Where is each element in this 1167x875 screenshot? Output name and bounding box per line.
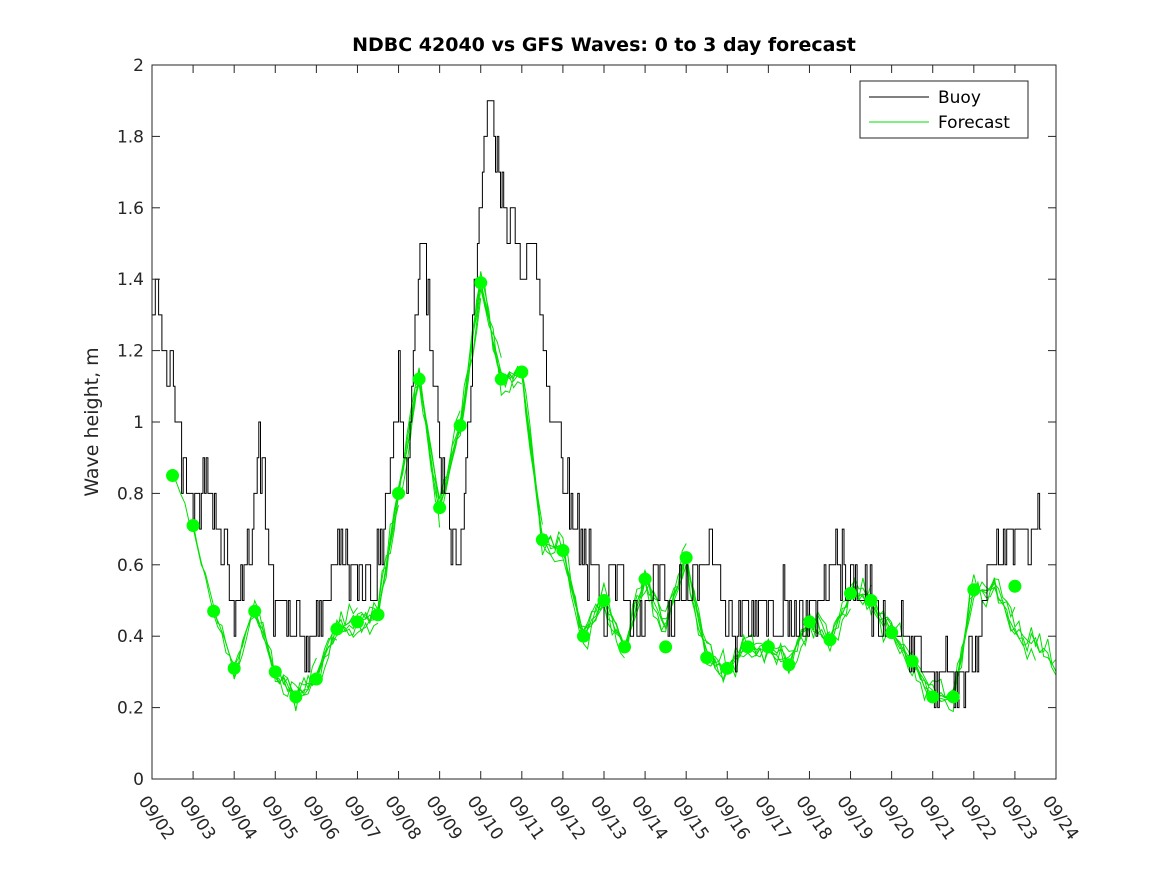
forecast-point [453, 419, 467, 433]
x-tick-label: 09/14 [627, 792, 671, 844]
forecast-point [905, 654, 919, 668]
forecast-point [248, 604, 262, 618]
axes-box [151, 64, 1057, 780]
x-tick-label: 09/20 [874, 792, 918, 844]
forecast-point [207, 604, 221, 618]
forecast-point [618, 640, 632, 654]
forecast-point [823, 633, 837, 647]
forecast-point [679, 551, 693, 565]
forecast-point [700, 651, 714, 665]
legend: Buoy Forecast [859, 80, 1029, 139]
forecast-point [946, 690, 960, 704]
x-tick-label: 09/18 [791, 792, 835, 844]
x-tick-label: 09/12 [545, 792, 589, 844]
y-tick-label: 1 [133, 413, 144, 433]
legend-forecast-label: Forecast [938, 113, 1010, 133]
forecast-point [926, 690, 940, 704]
forecast-line [357, 298, 482, 625]
y-tick-label: 2 [133, 56, 144, 76]
forecast-line [932, 582, 1057, 702]
forecast-point [741, 640, 755, 654]
forecast-point [761, 640, 775, 654]
forecast-line [459, 281, 584, 631]
forecast-point [330, 622, 344, 636]
forecast-point [638, 572, 652, 586]
forecast-point [268, 665, 282, 679]
forecast-point [802, 615, 816, 629]
chart-title: NDBC 42040 vs GFS Waves: 0 to 3 day fore… [352, 34, 856, 56]
x-tick-label: 09/09 [422, 792, 466, 844]
forecast-line [295, 384, 420, 699]
x-tick-label: 09/13 [586, 792, 630, 844]
y-tick-label: 0.2 [117, 699, 144, 719]
x-tick-label: 09/24 [1038, 792, 1082, 844]
y-tick-label: 1.4 [117, 270, 144, 290]
forecast-point [659, 640, 673, 654]
forecast-point [371, 608, 385, 622]
y-axis-label: Wave height, m [81, 347, 103, 496]
x-tick-label: 09/02 [134, 792, 178, 844]
x-tick-label: 09/08 [380, 792, 424, 844]
x-tick-label: 09/05 [257, 792, 301, 844]
x-tick-label: 09/16 [709, 792, 753, 844]
x-tick-label: 09/04 [216, 792, 260, 844]
marks-layer [152, 100, 1057, 713]
y-tick-label: 1.8 [117, 127, 144, 147]
x-tick-label: 09/21 [915, 792, 959, 844]
forecast-point [576, 629, 590, 643]
buoy-line [152, 100, 1042, 709]
forecast-line [952, 577, 1057, 699]
forecast-point [494, 372, 508, 386]
forecast-line [480, 282, 605, 650]
ticks-layer: 00.20.40.60.811.21.41.61.8209/0209/0309/… [117, 56, 1082, 844]
x-tick-label: 09/22 [956, 792, 1000, 844]
forecast-point [864, 594, 878, 607]
forecast-point [844, 586, 858, 600]
x-tick-label: 09/03 [175, 792, 219, 844]
forecast-point [412, 372, 426, 386]
forecast-point [515, 365, 529, 379]
x-tick-label: 09/19 [832, 792, 876, 844]
y-tick-label: 0.6 [117, 556, 144, 576]
forecast-point [350, 615, 364, 629]
forecast-point [720, 661, 734, 675]
forecast-point [166, 469, 180, 483]
forecast-point [597, 594, 611, 607]
forecast-point [885, 626, 899, 640]
forecast-point [535, 533, 549, 547]
x-tick-label: 09/06 [298, 792, 342, 844]
forecast-point [967, 583, 981, 597]
x-tick-label: 09/10 [463, 792, 507, 844]
forecast-point [289, 690, 303, 704]
x-tick-label: 09/15 [668, 792, 712, 844]
forecast-point [1008, 579, 1022, 593]
forecast-point [474, 276, 488, 290]
x-tick-label: 09/17 [750, 792, 794, 844]
forecast-point [392, 486, 406, 500]
y-tick-label: 0 [133, 770, 144, 790]
y-tick-label: 0.8 [117, 484, 144, 504]
forecast-point [309, 672, 323, 686]
y-tick-label: 1.6 [117, 199, 144, 219]
y-tick-label: 1.2 [117, 342, 144, 362]
forecast-point [186, 519, 200, 533]
x-tick-label: 09/23 [997, 792, 1041, 844]
forecast-point [227, 661, 241, 675]
x-tick-label: 09/07 [339, 792, 383, 844]
forecast-point [556, 544, 570, 558]
legend-buoy-label: Buoy [938, 88, 981, 108]
forecast-point [782, 658, 796, 672]
forecast-point [433, 501, 447, 515]
x-tick-label: 09/11 [504, 792, 548, 844]
y-tick-label: 0.4 [117, 627, 144, 647]
legend-box [859, 80, 1029, 139]
